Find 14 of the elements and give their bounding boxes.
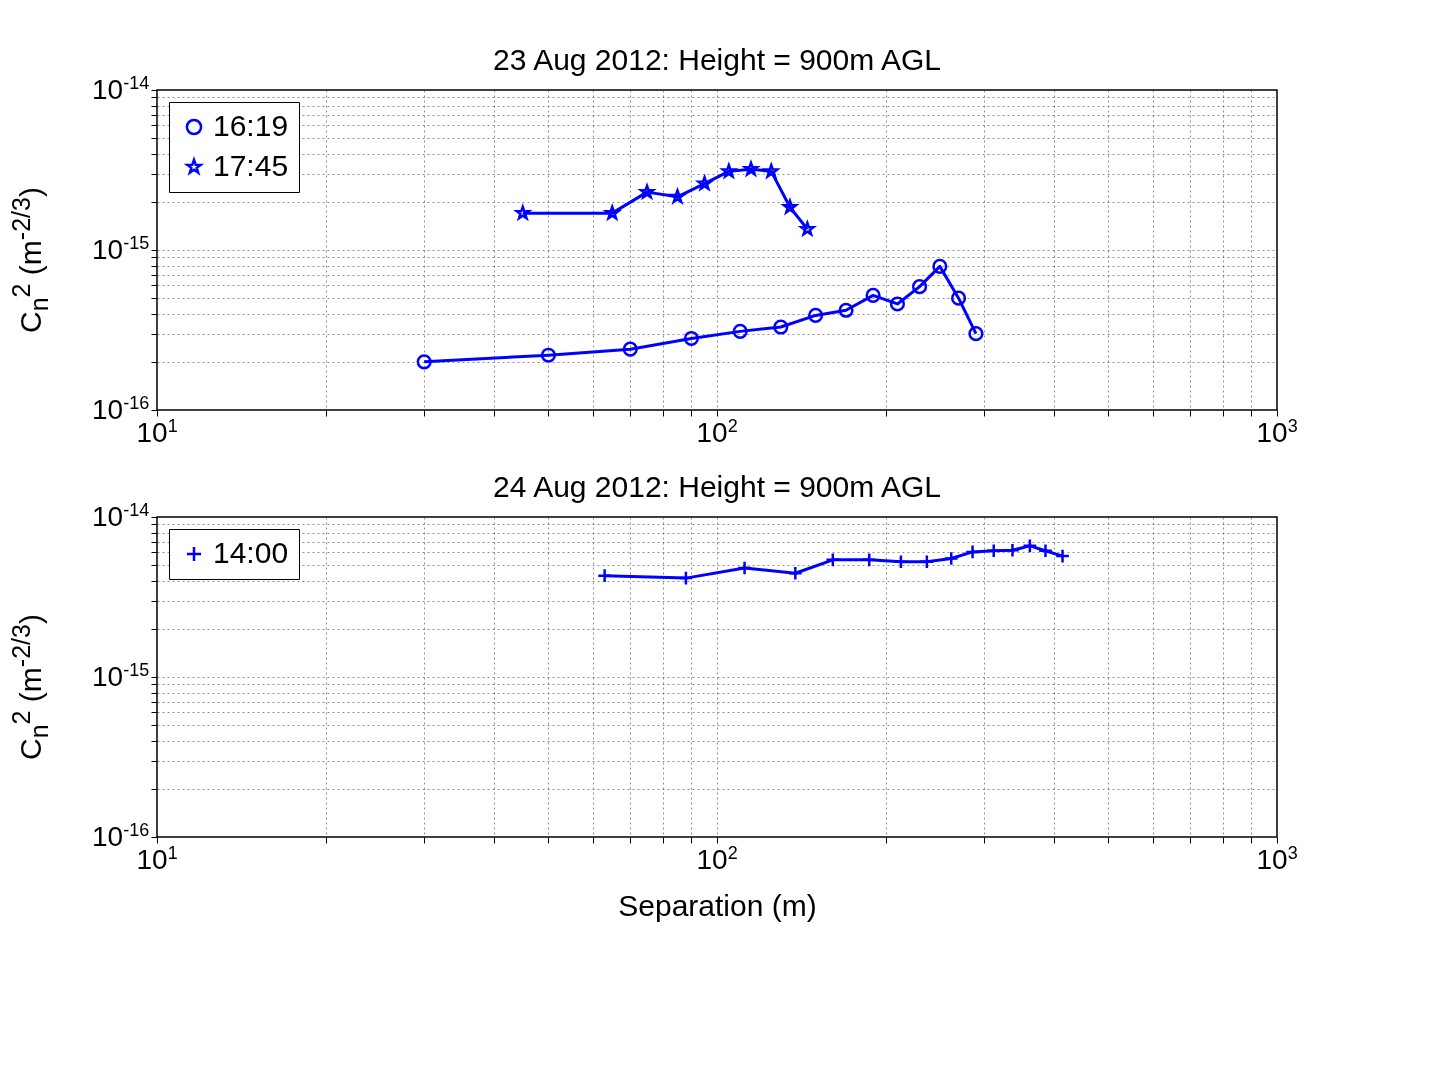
chart-title: 23 Aug 2012: Height = 900m AGL (493, 42, 941, 76)
legend-label: 17:45 (213, 149, 289, 182)
x-tick-label: 10$^{2}$ (696, 843, 738, 877)
y-tick-label: 10$^{-14}$ (92, 73, 150, 107)
legend-label: 14:00 (213, 536, 289, 569)
x-tick-label: 10$^{3}$ (1256, 416, 1298, 450)
y-tick-label: 10$^{-14}$ (92, 500, 150, 534)
x-axis-title: Separation (m) (618, 889, 817, 922)
x-tick-label: 10$^{2}$ (696, 416, 738, 450)
legend-label: 16:19 (213, 109, 289, 142)
chart-title: 24 Aug 2012: Height = 900m AGL (493, 469, 941, 503)
y-tick-label: 10$^{-15}$ (92, 233, 150, 267)
y-tick-label: 10$^{-15}$ (92, 660, 150, 694)
x-tick-label: 10$^{3}$ (1256, 843, 1298, 877)
